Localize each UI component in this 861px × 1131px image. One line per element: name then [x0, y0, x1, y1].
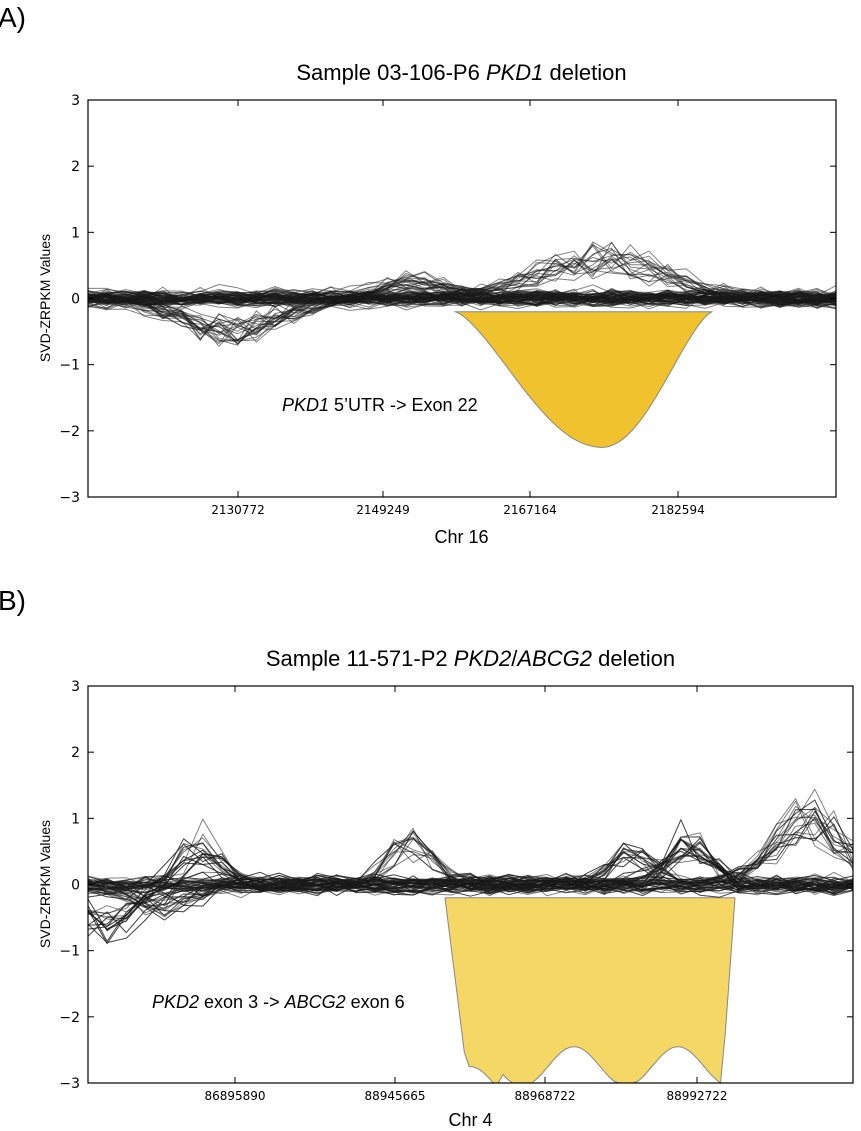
y-tick-label: 2 [71, 159, 80, 175]
annotation-mid: exon 3 -> [199, 992, 285, 1012]
panel-label-b: B) [0, 585, 26, 616]
chart-title-b: Sample 11-571-P2 PKD2/ABCG2 deletion [88, 646, 853, 672]
title-gene: PKD2 [453, 646, 512, 671]
sample-trace-line [87, 880, 854, 921]
sample-trace-line [87, 286, 837, 301]
sample-traces [87, 788, 854, 945]
x-tick-label: 2182594 [651, 503, 704, 517]
y-tick-label: 0 [71, 878, 80, 894]
sample-trace-line [87, 290, 837, 343]
x-tick-label: 2130772 [211, 503, 264, 517]
panel-label-a: A) [0, 2, 26, 33]
chart-title-a: Sample 03-106-P6 PKD1 deletion [88, 60, 835, 86]
x-tick-label: 86895890 [204, 1089, 265, 1103]
x-axis-label-b: Chr 4 [448, 1110, 493, 1130]
deletion-annotation-a: PKD1 5’UTR -> Exon 22 [282, 395, 478, 416]
sample-trace-line [87, 841, 854, 945]
y-tick-label: 0 [71, 292, 80, 308]
x-tick-label: 88968722 [514, 1089, 575, 1103]
y-tick-label: 2 [71, 745, 80, 761]
sample-trace-line [87, 878, 854, 913]
x-axis-label-a: Chr 16 [434, 527, 489, 547]
sample-trace-line [87, 816, 854, 926]
sample-trace-line [87, 838, 854, 930]
title-suffix: deletion [591, 646, 676, 671]
deletion-region-fill [444, 897, 736, 1084]
y-tick-label: −1 [59, 358, 80, 374]
annotation-gene2: ABCG2 [284, 992, 346, 1012]
x-tick-label: 88945665 [364, 1089, 425, 1103]
annotation-gene: PKD2 [152, 992, 200, 1012]
annotation-gene: PKD1 [282, 395, 330, 415]
x-tick-label: 2149249 [356, 503, 409, 517]
sample-trace-line [87, 849, 854, 898]
title-suffix: deletion [543, 60, 627, 85]
title-sep: / [511, 646, 518, 671]
sample-trace-line [87, 297, 837, 310]
sample-traces [87, 241, 837, 347]
y-tick-label: 1 [71, 225, 80, 241]
y-tick-label: 1 [71, 811, 80, 827]
annotation-suffix: exon 6 [345, 992, 405, 1012]
sample-trace-line [87, 294, 837, 310]
y-tick-label: −2 [59, 1010, 80, 1026]
sample-trace-line [87, 838, 854, 894]
sample-trace-line [87, 289, 837, 303]
annotation-text: 5’UTR -> Exon 22 [329, 395, 478, 415]
y-tick-label: −3 [59, 490, 80, 506]
title-prefix: Sample 11-571-P2 [265, 646, 454, 671]
title-gene2: ABCG2 [517, 646, 592, 671]
sample-trace-line [87, 292, 837, 342]
y-tick-label: −1 [59, 944, 80, 960]
sample-trace-line [87, 288, 837, 307]
sample-trace-line [87, 282, 837, 305]
x-tick-label: 2167164 [503, 503, 556, 517]
title-prefix: Sample 03-106-P6 [296, 60, 486, 85]
y-tick-label: −2 [59, 424, 80, 440]
x-tick-label: 88992722 [666, 1089, 727, 1103]
deletion-annotation-b: PKD2 exon 3 -> ABCG2 exon 6 [152, 992, 405, 1013]
deletion-region-fill [454, 310, 713, 448]
y-tick-label: −3 [59, 1076, 80, 1092]
title-gene: PKD1 [485, 60, 544, 85]
y-tick-label: 3 [71, 679, 80, 695]
y-tick-label: 3 [71, 93, 80, 109]
